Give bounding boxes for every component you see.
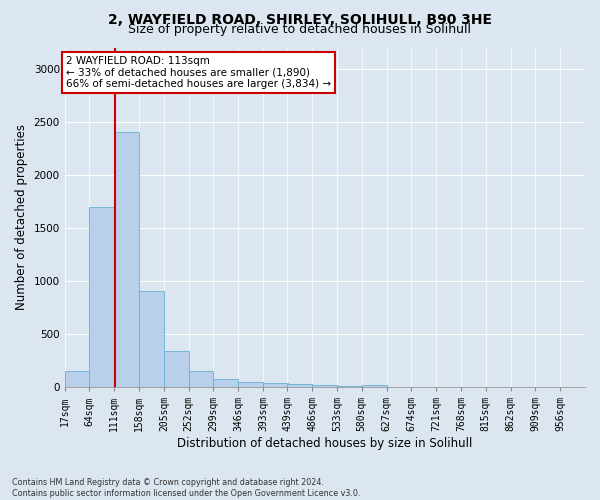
Bar <box>362 384 386 387</box>
Bar <box>164 351 188 387</box>
Bar <box>188 370 214 387</box>
Bar <box>263 384 288 387</box>
Bar <box>89 206 114 387</box>
Bar <box>65 371 89 387</box>
Text: Contains HM Land Registry data © Crown copyright and database right 2024.
Contai: Contains HM Land Registry data © Crown c… <box>12 478 361 498</box>
Bar <box>114 132 139 387</box>
Bar <box>412 386 436 387</box>
Bar <box>312 385 337 387</box>
Text: 2, WAYFIELD ROAD, SHIRLEY, SOLIHULL, B90 3HE: 2, WAYFIELD ROAD, SHIRLEY, SOLIHULL, B90… <box>108 12 492 26</box>
Y-axis label: Number of detached properties: Number of detached properties <box>15 124 28 310</box>
Text: Size of property relative to detached houses in Solihull: Size of property relative to detached ho… <box>128 22 472 36</box>
X-axis label: Distribution of detached houses by size in Solihull: Distribution of detached houses by size … <box>177 437 473 450</box>
Bar <box>214 378 238 387</box>
Text: 2 WAYFIELD ROAD: 113sqm
← 33% of detached houses are smaller (1,890)
66% of semi: 2 WAYFIELD ROAD: 113sqm ← 33% of detache… <box>66 56 331 89</box>
Bar <box>139 290 164 387</box>
Bar <box>238 382 263 387</box>
Bar <box>287 384 312 387</box>
Bar <box>337 386 362 387</box>
Bar <box>386 386 412 387</box>
